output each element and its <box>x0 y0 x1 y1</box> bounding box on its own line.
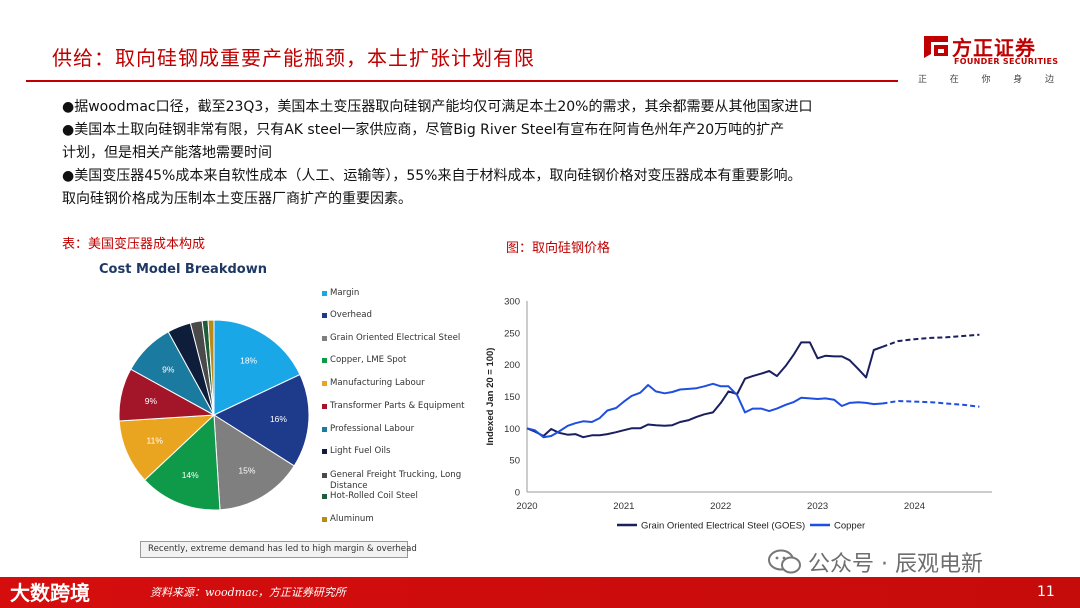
legend-label: Grain Oriented Electrical Steel <box>330 333 461 343</box>
pie-data-label: 15% <box>238 466 255 476</box>
line-caption: 图：取向硅钢价格 <box>506 241 611 256</box>
pie-data-label: 14% <box>182 470 199 480</box>
pie-data-label: 18% <box>240 355 257 365</box>
legend-label: Overhead <box>330 310 372 320</box>
legend-swatch <box>322 449 327 454</box>
slogan-char: 在 <box>949 75 959 85</box>
line-chart: 0 50 100 150 200 250 300 2020 2021 2022 2023 2024 In… <box>485 297 992 532</box>
source-note: 资料来源：woodmac，方正证券研究所 <box>150 586 346 599</box>
slogan-char: 身 <box>1013 75 1023 85</box>
legend-swatch <box>322 404 327 409</box>
pie-data-label: 9% <box>162 364 175 374</box>
legend-swatch <box>322 291 327 296</box>
bullet-line: ●据woodmac口径，截至23Q3，美国本土变压器取向硅钢产能均仅可满足本土2… <box>62 99 813 115</box>
legend-item: Margin <box>322 288 359 299</box>
page-number: 11 <box>1037 584 1055 600</box>
x-tick-label: 2021 <box>613 501 634 512</box>
legend-item: Copper, LME Spot <box>322 355 406 366</box>
y-tick-label: 50 <box>509 456 520 467</box>
pie-slice <box>207 319 215 416</box>
pie-slice <box>213 319 301 416</box>
legend-swatch <box>322 473 327 478</box>
legend-item: Grain Oriented Electrical Steel <box>322 333 460 344</box>
forecast-series-line <box>882 400 980 408</box>
legend-item: Professional Labour <box>322 424 414 435</box>
logo-slogan: 正 在 你 身 边 <box>918 72 1054 85</box>
pie-data-label: 16% <box>270 414 287 424</box>
legend-label: Copper, LME Spot <box>330 355 407 365</box>
y-axis-label: Indexed Jan 20 = 100) <box>485 348 496 446</box>
legend-swatch <box>322 494 327 499</box>
legend-swatch <box>322 381 327 386</box>
bullet-line: ●美国变压器45%成本来自软性成本（人工、运输等），55%来自于材料成本，取向硅… <box>62 168 802 184</box>
pie-chart: 18% 16% 15% 14% 11% 9% 9% <box>118 319 310 511</box>
y-tick-label: 100 <box>504 424 520 435</box>
pie-slice <box>213 414 295 511</box>
legend-item: General Freight Trucking, Long Distance <box>322 470 462 492</box>
x-tick-label: 2022 <box>710 501 731 512</box>
legend-swatch <box>322 336 327 341</box>
x-tick-label: 2024 <box>904 501 925 512</box>
pie-data-label: 9% <box>145 396 158 406</box>
bullet-line: ●美国本土取向硅钢非常有限，只有AK steel一家供应商，尽管Big Rive… <box>62 122 785 138</box>
pie-slice <box>144 413 221 511</box>
slogan-char: 你 <box>981 75 991 85</box>
y-tick-label: 0 <box>515 488 520 499</box>
legend-swatch <box>322 358 327 363</box>
pie-slice <box>118 414 216 481</box>
legend-label: Hot-Rolled Coil Steel <box>330 491 418 501</box>
series-line <box>526 341 883 439</box>
legend-label: Manufacturing Labour <box>330 378 425 388</box>
pie-data-label: 11% <box>147 436 164 446</box>
title-divider <box>26 80 898 82</box>
logo-name: 方正证券 <box>952 36 1036 60</box>
pie-slice <box>212 373 310 467</box>
legend-swatch <box>322 313 327 318</box>
y-tick-label: 150 <box>504 392 520 403</box>
legend-label: General Freight Trucking, Long Distance <box>330 470 462 491</box>
legend-swatch <box>322 517 327 522</box>
x-tick-label: 2023 <box>807 501 828 512</box>
legend-label: Copper <box>834 521 865 532</box>
bullet-line: 计划，但是相关产能落地需要时间 <box>62 145 272 161</box>
y-tick-label: 250 <box>504 328 520 339</box>
pie-caption: 表：美国变压器成本构成 <box>62 237 206 252</box>
wechat-icon <box>768 549 801 574</box>
legend-item: Overhead <box>322 310 372 321</box>
legend-label: Professional Labour <box>330 424 415 434</box>
watermark-right: 公众号 · 辰观电新 <box>808 552 983 577</box>
bullet-line: 取向硅钢价格成为压制本土变压器厂商扩产的重要因素。 <box>62 191 412 207</box>
pie-chart-title: Cost Model Breakdown <box>99 262 267 277</box>
legend-label: Aluminum <box>330 514 374 524</box>
page-title: 供给：取向硅钢成重要产能瓶颈，本土扩张计划有限 <box>52 46 535 70</box>
legend-label: Transformer Parts & Equipment <box>330 401 465 411</box>
bullet-list: ●据woodmac口径，截至23Q3，美国本土变压器取向硅钢产能均仅可满足本土2… <box>62 96 1022 211</box>
watermark-left: 大数跨境 <box>10 581 90 605</box>
legend-item: Manufacturing Labour <box>322 378 425 389</box>
y-tick-label: 200 <box>504 360 520 371</box>
logo-english-name: FOUNDER SECURITIES <box>954 57 1059 66</box>
pie-note: Recently, extreme demand has led to high… <box>140 541 417 558</box>
series-line <box>526 382 883 439</box>
company-logo: 方正证券 FOUNDER SECURITIES 正 在 你 身 边 <box>918 30 1058 88</box>
legend-swatch <box>322 427 327 432</box>
slogan-char: 边 <box>1044 75 1054 85</box>
slogan-char: 正 <box>918 75 928 85</box>
legend-label: Grain Oriented Electrical Steel (GOES) <box>641 521 805 532</box>
legend-item: Light Fuel Oils <box>322 446 391 457</box>
y-tick-label: 300 <box>504 297 520 308</box>
forecast-series-line <box>882 333 980 348</box>
legend-item: Hot-Rolled Coil Steel <box>322 491 418 502</box>
legend-item: Transformer Parts & Equipment <box>322 401 465 412</box>
legend-label: Margin <box>330 288 360 298</box>
founder-logo-icon <box>924 36 948 58</box>
legend-item: Aluminum <box>322 514 374 525</box>
footer-bar <box>0 577 1080 608</box>
legend-label: Light Fuel Oils <box>330 446 391 456</box>
x-tick-label: 2020 <box>516 501 537 512</box>
